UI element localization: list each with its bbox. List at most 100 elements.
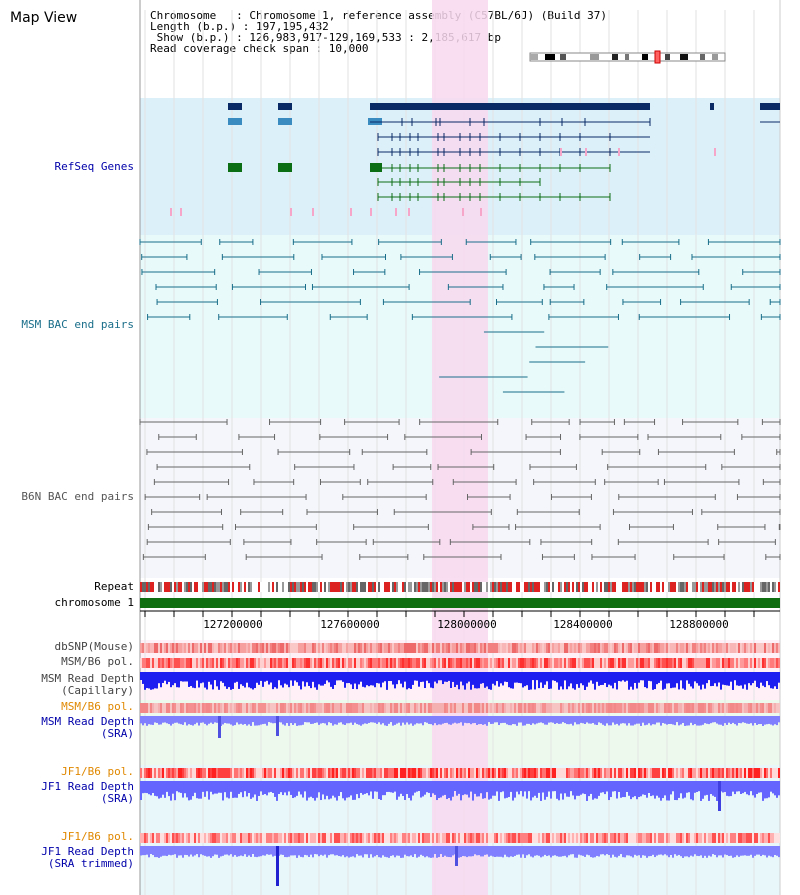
- repeat-element: [486, 582, 488, 592]
- jf1-pol-heat: [608, 768, 610, 778]
- ideogram-band: [590, 54, 599, 60]
- jf1-depth-trim: [706, 846, 708, 858]
- jf1-pol-heat: [366, 768, 368, 778]
- jf1-depth-sra: [700, 781, 702, 801]
- msm-pol-heat-2: [262, 703, 264, 713]
- jf1-depth-trim: [248, 846, 250, 856]
- jf1-pol-heat: [250, 768, 252, 778]
- jf1-depth-sra: [388, 781, 390, 792]
- jf1-pol-heat: [448, 768, 450, 778]
- repeat-element: [608, 582, 610, 592]
- msm-pol-heat-2: [360, 703, 362, 713]
- jf1-depth-trim: [736, 846, 738, 856]
- repeat-element: [540, 582, 542, 592]
- jf1-pol-heat: [654, 768, 656, 778]
- jf1-pol-heat-2: [188, 833, 190, 843]
- msm-depth-sra: [170, 716, 172, 726]
- jf1-pol-heat-2: [366, 833, 368, 843]
- jf1-depth-trim: [748, 846, 750, 856]
- dbsnp-heat: [234, 643, 236, 653]
- jf1-pol-heat: [730, 768, 732, 778]
- jf1-pol-heat-2: [364, 833, 366, 843]
- msm-pol-heat: [278, 658, 280, 668]
- msm-depth-sra: [664, 716, 666, 724]
- gene-block: [228, 163, 242, 172]
- msm-pol-heat: [642, 658, 644, 668]
- msm-pol-heat: [624, 658, 626, 668]
- msm-pol-heat-2: [526, 703, 528, 713]
- jf1-pol-heat-2: [168, 833, 170, 843]
- msm-pol-heat: [154, 658, 156, 668]
- jf1-depth-sra: [506, 781, 508, 798]
- msm-depth-capillary: [526, 672, 528, 686]
- jf1-depth-trim: [464, 846, 466, 857]
- dbsnp-heat: [200, 643, 202, 653]
- msm-pol-heat-2: [588, 703, 590, 713]
- msm-depth-capillary: [162, 672, 164, 683]
- jf1-pol-heat: [678, 768, 680, 778]
- jf1-pol-heat: [370, 768, 372, 778]
- repeat-element: [450, 582, 452, 592]
- msm-pol-heat-2: [460, 703, 462, 713]
- repeat-element: [760, 582, 762, 592]
- jf1-depth-sra: [714, 781, 716, 797]
- msm-pol-heat-2: [318, 703, 320, 713]
- jf1-depth-sra: [748, 781, 750, 796]
- jf1-pol-heat-2: [436, 833, 438, 843]
- dbsnp-heat: [752, 643, 754, 653]
- jf1-depth-sra: [492, 781, 494, 796]
- jf1-pol-heat: [676, 768, 678, 778]
- msm-depth-sra: [238, 716, 240, 725]
- msm-depth-sra: [692, 716, 694, 726]
- msm-pol-heat: [696, 658, 698, 668]
- msm-pol-heat: [450, 658, 452, 668]
- jf1-pol-heat: [268, 768, 270, 778]
- jf1-pol-heat: [536, 768, 538, 778]
- msm-pol-heat: [634, 658, 636, 668]
- jf1-pol-heat: [606, 768, 608, 778]
- jf1-depth-trim: [576, 846, 578, 858]
- dbsnp-heat: [178, 643, 180, 653]
- jf1-depth-sra: [686, 781, 688, 793]
- msm-depth-capillary: [574, 672, 576, 690]
- dbsnp-heat: [228, 643, 230, 653]
- jf1-depth-trim: [318, 846, 320, 857]
- msm-depth-capillary: [474, 672, 476, 689]
- repeat-element: [508, 582, 510, 592]
- jf1-pol-heat: [656, 768, 658, 778]
- msm-pol-heat: [196, 658, 198, 668]
- jf1-pol-heat-2: [280, 833, 282, 843]
- jf1-pol-heat: [670, 768, 672, 778]
- repeat-element: [744, 582, 746, 592]
- dbsnp-heat: [618, 643, 620, 653]
- jf1-pol-heat: [748, 768, 750, 778]
- msm-pol-heat-2: [506, 703, 508, 713]
- msm-pol-heat: [298, 658, 300, 668]
- jf1-depth-trim: [190, 846, 192, 855]
- snp-mark: [560, 148, 562, 156]
- jf1-depth-trim: [426, 846, 428, 857]
- jf1-depth-trim: [692, 846, 694, 857]
- jf1-pol-heat-2: [554, 833, 556, 843]
- dbsnp-heat: [230, 643, 232, 653]
- dbsnp-heat: [612, 643, 614, 653]
- msm-depth-capillary: [720, 672, 722, 690]
- jf1-pol-heat: [260, 768, 262, 778]
- jf1-pol-heat: [540, 768, 542, 778]
- jf1-depth-sra: [608, 781, 610, 801]
- dbsnp-heat: [310, 643, 312, 653]
- jf1-pol-heat-2: [244, 833, 246, 843]
- jf1-pol-heat: [624, 768, 626, 778]
- msm-depth-sra: [334, 716, 336, 725]
- jf1-pol-heat: [322, 768, 324, 778]
- label-msm-b6-pol-2: MSM/B6 pol.: [61, 700, 134, 713]
- chromosome-info: Chromosome : Chromosome 1, reference ass…: [150, 10, 607, 54]
- dbsnp-heat: [774, 643, 776, 653]
- msm-pol-heat: [456, 658, 458, 668]
- dbsnp-heat: [758, 643, 760, 653]
- jf1-depth-sra: [436, 781, 438, 801]
- msm-depth-capillary: [456, 672, 458, 685]
- msm-pol-heat: [388, 658, 390, 668]
- msm-depth-sra: [566, 716, 568, 725]
